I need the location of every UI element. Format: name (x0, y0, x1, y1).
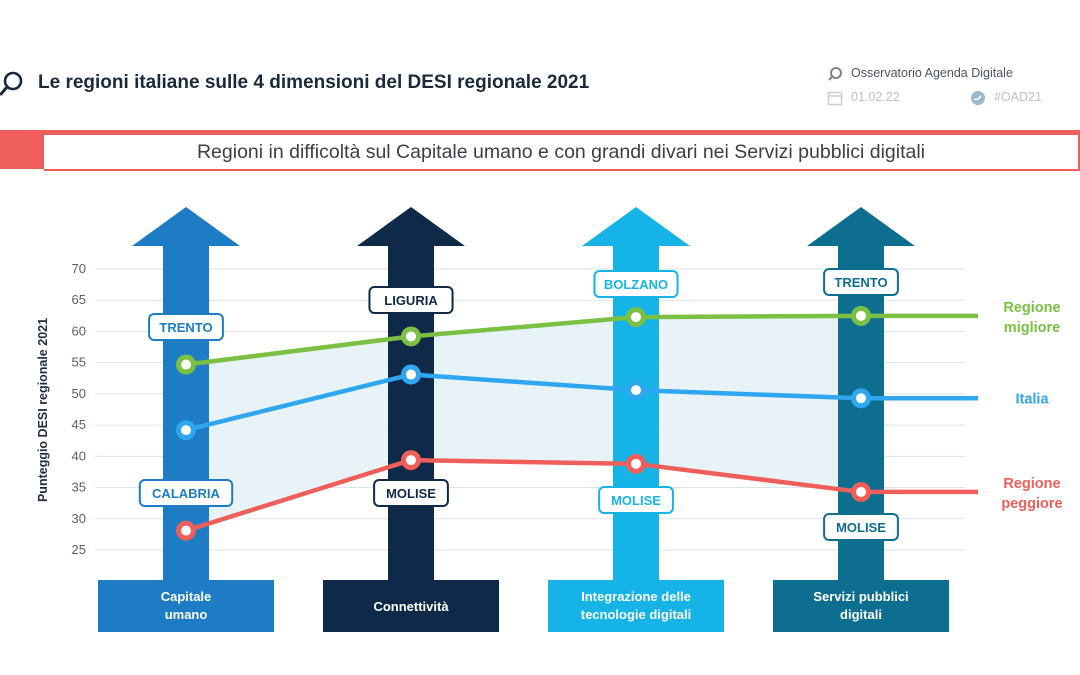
data-point-center (181, 525, 191, 536)
y-tick-label: 70 (72, 261, 86, 276)
region-label: TRENTO (159, 320, 212, 335)
region-label-box (598, 486, 674, 514)
legend-label: Regione (1003, 300, 1060, 316)
region-label-box (138, 479, 234, 507)
source-text: Osservatorio Agenda Digitale (851, 66, 1013, 80)
dimension-label: umano (165, 607, 208, 622)
magnifier-logo-icon (0, 71, 23, 96)
legend-label: Regione (1003, 476, 1060, 492)
data-point-center (856, 486, 866, 497)
region-label: MOLISE (386, 486, 436, 501)
data-point-center (631, 458, 641, 469)
legend-label: peggiore (1001, 496, 1062, 512)
dimension-label-box (323, 580, 499, 632)
y-tick-label: 65 (72, 292, 86, 307)
dimension-label-box (98, 580, 274, 632)
banner-text: Regioni in difficoltà sul Capitale umano… (196, 141, 926, 163)
data-point-center (856, 310, 866, 321)
dimension-label: tecnologie digitali (581, 607, 692, 622)
region-label-box (368, 286, 454, 314)
region-label: BOLZANO (604, 277, 668, 292)
data-point-center (631, 385, 641, 396)
region-label: TRENTO (834, 275, 887, 290)
date-text: 01.02.22 (851, 90, 900, 104)
region-label-box (373, 479, 449, 507)
data-point-center (631, 312, 641, 323)
calendar-icon (827, 91, 843, 106)
dimension-label: Integrazione delle (581, 589, 691, 604)
region-label-box (593, 270, 679, 298)
region-label: MOLISE (836, 520, 886, 535)
dimension-label: digitali (840, 607, 882, 622)
y-tick-label: 45 (72, 417, 86, 432)
data-point-center (406, 455, 416, 466)
data-point-center (181, 425, 191, 436)
y-tick-label: 50 (72, 386, 86, 401)
y-tick-label: 60 (72, 323, 86, 338)
y-axis-label: Punteggio DESI regionale 2021 (36, 318, 50, 502)
twitter-icon (971, 91, 985, 105)
region-label-box (148, 313, 224, 341)
data-point-center (181, 359, 191, 370)
desi-chart: 70 65 60 55 50 45 40 35 30 25 Punteggio DESI regio… (36, 207, 1063, 632)
dimension-arrow (357, 207, 465, 582)
y-tick-label: 35 (72, 480, 86, 495)
dimension-arrow (132, 207, 240, 582)
data-point-center (406, 331, 416, 342)
dimension-label: Servizi pubblici (813, 589, 908, 604)
dimension-label: Capitale (161, 589, 212, 604)
dimension-label: Connettività (373, 599, 449, 614)
y-tick-label: 30 (72, 511, 86, 526)
legend-label: Italia (1015, 391, 1049, 407)
region-label: LIGURIA (384, 293, 438, 308)
y-tick-label: 40 (72, 448, 86, 463)
y-tick-label: 25 (72, 542, 86, 557)
dimension-label-box (548, 580, 724, 632)
region-label-box (823, 513, 899, 541)
region-label: CALABRIA (152, 486, 220, 501)
dimension-label-box (773, 580, 949, 632)
banner-accent (0, 133, 44, 169)
data-point-center (856, 393, 866, 404)
region-label-box (823, 268, 899, 296)
page-title: Le regioni italiane sulle 4 dimensioni d… (38, 72, 590, 93)
data-point-center (406, 369, 416, 380)
region-label: MOLISE (611, 493, 661, 508)
legend-label: migliore (1004, 320, 1060, 336)
banner: Regioni in difficoltà sul Capitale umano… (44, 133, 1080, 171)
banner-top-line (0, 130, 1080, 133)
magnifier-icon (828, 67, 842, 81)
y-tick-label: 55 (72, 355, 86, 370)
hashtag-text: #OAD21 (994, 90, 1042, 104)
